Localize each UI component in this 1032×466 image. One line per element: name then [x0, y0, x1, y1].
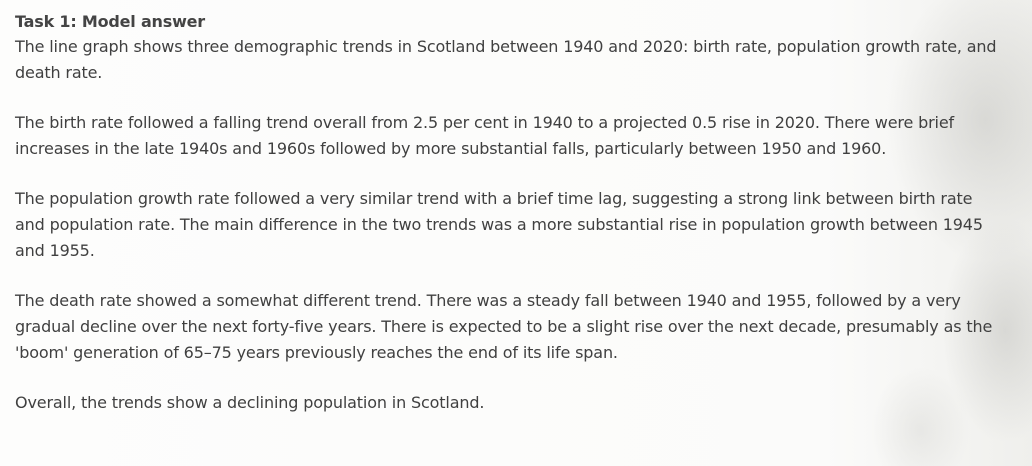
paragraph-intro: The line graph shows three demographic t…	[15, 37, 997, 82]
paragraph-death-rate: The death rate showed a somewhat differe…	[15, 291, 993, 362]
document-body: Task 1: Model answer The line graph show…	[15, 10, 1005, 416]
paragraph-conclusion: Overall, the trends show a declining pop…	[15, 393, 485, 412]
document-heading: Task 1: Model answer	[15, 12, 205, 31]
paragraph-birth-rate: The birth rate followed a falling trend …	[15, 113, 954, 158]
paragraph-population-growth: The population growth rate followed a ve…	[15, 189, 983, 260]
